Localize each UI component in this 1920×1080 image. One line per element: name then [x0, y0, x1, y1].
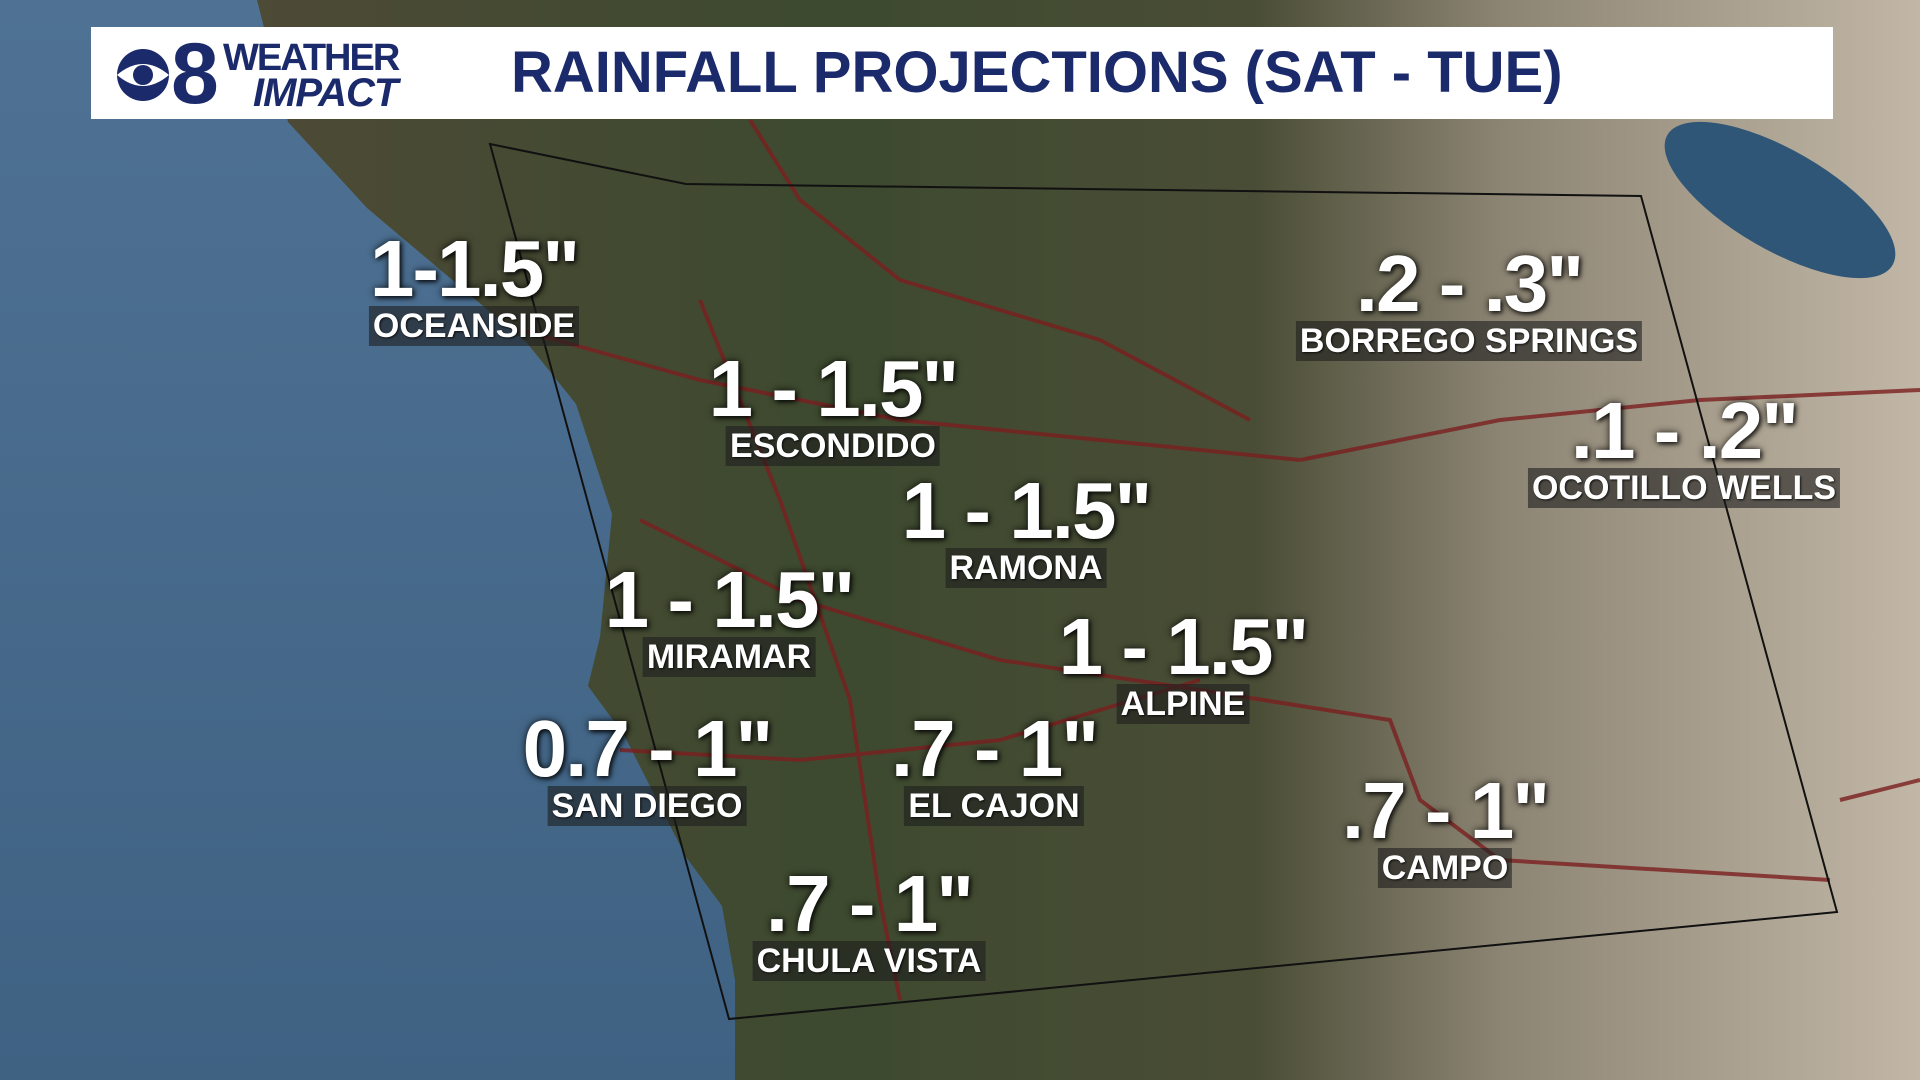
location-label: .7 - 1" CAMPO — [1341, 766, 1550, 888]
location-name: OCEANSIDE — [368, 306, 580, 346]
rainfall-amount: .7 - 1" — [765, 859, 974, 948]
location-label: 0.7 - 1" SAN DIEGO — [522, 704, 774, 826]
location-name: SAN DIEGO — [547, 786, 747, 826]
logo: 8 WEATHER IMPACT — [113, 26, 433, 122]
rainfall-amount: .7 - 1" — [890, 704, 1099, 793]
header-bar: 8 WEATHER IMPACT RAINFALL PROJECTIONS (S… — [91, 26, 1833, 122]
rainfall-amount: .2 - .3" — [1355, 239, 1584, 328]
logo-line2: IMPACT — [253, 71, 398, 115]
location-label: .1 - .2" OCOTILLO WELLS — [1527, 386, 1841, 508]
logo-channel: 8 — [171, 26, 219, 122]
rainfall-amount: 1-1.5" — [369, 224, 580, 313]
salton-sea — [1664, 121, 1896, 279]
location-name: ALPINE — [1116, 684, 1250, 724]
location-label: 1 - 1.5" ALPINE — [1058, 602, 1310, 724]
location-name: OCOTILLO WELLS — [1527, 468, 1841, 508]
rainfall-amount: 0.7 - 1" — [522, 704, 774, 793]
location-name: CAMPO — [1377, 848, 1513, 888]
rainfall-amount: .7 - 1" — [1341, 766, 1550, 855]
location-name: MIRAMAR — [642, 637, 816, 677]
location-label: .7 - 1" CHULA VISTA — [752, 859, 986, 981]
location-name: CHULA VISTA — [752, 941, 986, 981]
cbs-eye — [117, 49, 169, 101]
location-label: 1 - 1.5" ESCONDIDO — [708, 344, 960, 466]
location-label: 1 - 1.5" MIRAMAR — [604, 555, 856, 677]
location-name: EL CAJON — [904, 786, 1084, 826]
county-border — [488, 142, 1839, 1021]
location-name: RAMONA — [945, 548, 1107, 588]
rainfall-amount: 1 - 1.5" — [604, 555, 856, 644]
rainfall-amount: 1 - 1.5" — [1058, 602, 1310, 691]
rainfall-amount: .1 - .2" — [1570, 386, 1799, 475]
logo-line1: WEATHER — [223, 37, 400, 79]
roads — [519, 118, 1920, 1001]
location-name: ESCONDIDO — [726, 426, 940, 466]
location-label: 1-1.5" OCEANSIDE — [368, 224, 580, 346]
rainfall-amount: 1 - 1.5" — [708, 344, 960, 433]
location-label: 1 - 1.5" RAMONA — [901, 466, 1153, 588]
location-name: BORREGO SPRINGS — [1295, 321, 1643, 361]
location-label: .7 - 1" EL CAJON — [890, 704, 1099, 826]
rainfall-amount: 1 - 1.5" — [901, 466, 1153, 555]
location-label: .2 - .3" BORREGO SPRINGS — [1295, 239, 1643, 361]
title: RAINFALL PROJECTIONS (SAT - TUE) — [511, 40, 1563, 105]
